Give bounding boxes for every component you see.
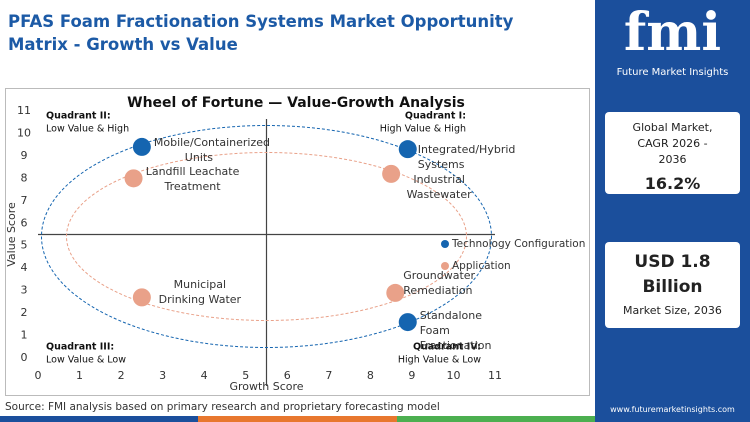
point-label: Landfill Leachate Treatment bbox=[145, 165, 240, 194]
chart-panel: Wheel of Fortune — Value-Growth Analysis… bbox=[5, 88, 590, 396]
logo-subtitle: Future Market Insights bbox=[616, 67, 729, 78]
x-tick-label: 7 bbox=[325, 369, 332, 382]
y-tick-label: 5 bbox=[21, 239, 28, 252]
y-tick-label: 4 bbox=[21, 261, 28, 274]
color-strip bbox=[0, 416, 595, 422]
legend-label: Technology Configuration bbox=[451, 238, 585, 250]
y-tick-label: 3 bbox=[21, 284, 28, 297]
legend-label: Application bbox=[452, 260, 511, 272]
quadrant-title: Quadrant III: bbox=[46, 342, 114, 353]
quadrant-subtitle: Low Value & Low bbox=[46, 355, 126, 366]
y-tick-label: 1 bbox=[21, 329, 28, 342]
x-axis-title: Growth Score bbox=[229, 380, 303, 393]
quadrant-subtitle: High Value & High bbox=[380, 124, 466, 135]
x-tick-label: 2 bbox=[118, 369, 125, 382]
quadrant-title: Quadrant IV: bbox=[413, 342, 481, 353]
point bbox=[132, 288, 151, 307]
x-tick-label: 9 bbox=[408, 369, 415, 382]
page-title: PFAS Foam Fractionation Systems Market O… bbox=[8, 12, 514, 54]
y-axis-title: Value Score bbox=[6, 202, 18, 267]
point bbox=[132, 137, 151, 156]
point-label: Mobile/Containerized Units bbox=[153, 135, 270, 164]
point bbox=[398, 140, 417, 159]
y-tick-label: 8 bbox=[21, 171, 28, 184]
x-tick-label: 0 bbox=[35, 369, 42, 382]
point-label: Industrial Wastewater bbox=[406, 172, 472, 201]
y-tick-label: 9 bbox=[21, 149, 28, 162]
y-tick-label: 2 bbox=[21, 306, 28, 319]
x-tick-label: 5 bbox=[242, 369, 249, 382]
chart-title: Wheel of Fortune — Value-Growth Analysis bbox=[127, 95, 465, 111]
wheel-ring bbox=[41, 125, 492, 348]
cagr-label: Global Market, CAGR 2026 - 2036 bbox=[632, 121, 713, 166]
y-tick-label: 7 bbox=[21, 194, 28, 207]
size-label: Market Size, 2036 bbox=[623, 304, 722, 317]
sidebar: fmi Future Market Insights Global Market… bbox=[595, 0, 750, 422]
legend-marker bbox=[441, 240, 449, 248]
quadrant-title: Quadrant I: bbox=[405, 111, 466, 122]
point bbox=[124, 169, 143, 188]
size-value: USD 1.8 Billion bbox=[634, 252, 711, 297]
point-label: Groundwater Remediation bbox=[403, 268, 476, 297]
point-label: Standalone Foam Fractionation bbox=[419, 309, 492, 353]
point bbox=[382, 164, 401, 183]
wheel-ring bbox=[66, 152, 467, 321]
point bbox=[386, 283, 405, 302]
x-tick-label: 1 bbox=[76, 369, 83, 382]
x-tick-label: 6 bbox=[284, 369, 291, 382]
x-tick-label: 3 bbox=[159, 369, 166, 382]
x-tick-label: 8 bbox=[367, 369, 374, 382]
y-tick-label: 10 bbox=[17, 126, 31, 139]
point bbox=[398, 313, 417, 332]
quadrant-subtitle: Low Value & High bbox=[46, 124, 129, 135]
chart: Wheel of Fortune — Value-Growth Analysis… bbox=[6, 95, 585, 393]
y-tick-label: 6 bbox=[21, 216, 28, 229]
logo: fmi bbox=[623, 2, 722, 63]
quadrant-title: Quadrant II: bbox=[46, 111, 111, 122]
website: www.futuremarketinsights.com bbox=[610, 405, 735, 414]
x-tick-label: 4 bbox=[201, 369, 208, 382]
x-tick-label: 11 bbox=[488, 369, 502, 382]
source-note: Source: FMI analysis based on primary re… bbox=[5, 401, 440, 413]
size-box: USD 1.8 Billion Market Size, 2036 bbox=[605, 242, 740, 328]
cagr-value: 16.2% bbox=[644, 174, 701, 193]
point-label: Integrated/Hybrid Systems bbox=[417, 143, 516, 172]
x-tick-label: 10 bbox=[446, 369, 460, 382]
y-tick-label: 11 bbox=[17, 104, 31, 117]
legend-marker bbox=[441, 262, 449, 270]
cagr-box: Global Market, CAGR 2026 - 2036 16.2% bbox=[605, 112, 740, 194]
point-label: Municipal Drinking Water bbox=[158, 278, 242, 307]
y-tick-label: 0 bbox=[21, 351, 28, 364]
quadrant-subtitle: High Value & Low bbox=[398, 355, 481, 366]
